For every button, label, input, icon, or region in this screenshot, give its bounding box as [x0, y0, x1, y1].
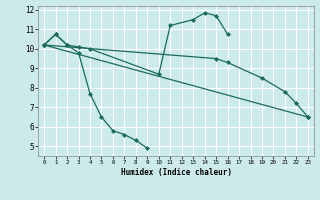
X-axis label: Humidex (Indice chaleur): Humidex (Indice chaleur)	[121, 168, 231, 177]
